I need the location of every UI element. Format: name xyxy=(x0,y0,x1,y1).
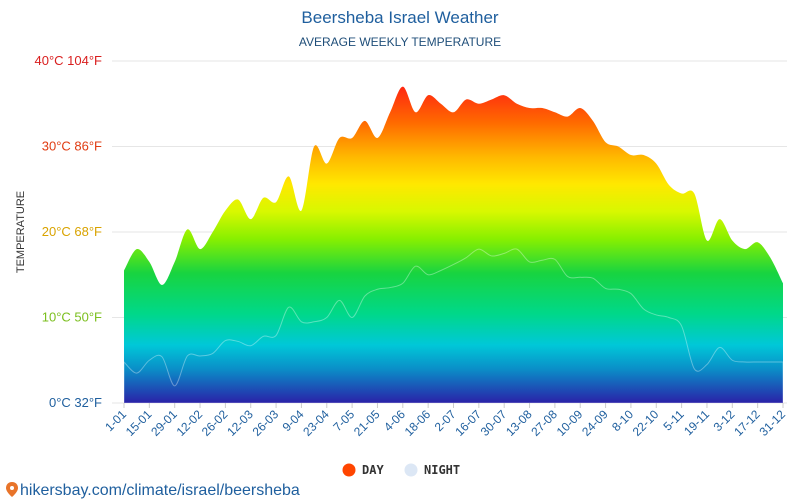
source-link[interactable]: hikersbay.com/climate/israel/beersheba xyxy=(6,482,300,499)
x-tick-label: 30-07 xyxy=(478,407,510,439)
legend-night-label: NIGHT xyxy=(424,463,460,477)
x-tick-label: 15-01 xyxy=(123,407,155,439)
y-tick-label: 10°C 50°F xyxy=(42,310,102,325)
x-tick-label: 22-10 xyxy=(630,407,662,439)
legend-night-dot-icon xyxy=(404,463,418,477)
source-url[interactable]: hikersbay.com/climate/israel/beersheba xyxy=(20,482,300,499)
x-tick-label: 13-08 xyxy=(503,407,535,439)
x-tick-label: 21-05 xyxy=(351,407,383,439)
x-tick-label: 23-04 xyxy=(300,407,332,439)
temperature-areas xyxy=(123,86,784,404)
map-pin-dot xyxy=(10,486,14,490)
x-tick-label: 26-02 xyxy=(199,407,231,439)
x-tick-label: 12-02 xyxy=(174,407,206,439)
y-tick-label: 0°C 32°F xyxy=(49,395,102,410)
x-tick-label: 16-07 xyxy=(452,407,484,439)
x-tick-label: 12-03 xyxy=(224,407,256,439)
chart-subtitle: AVERAGE WEEKLY TEMPERATURE xyxy=(299,35,501,49)
legend-day-dot-icon xyxy=(342,463,356,477)
x-tick-label: 24-09 xyxy=(579,407,611,439)
x-tick-label: 10-09 xyxy=(554,407,586,439)
x-tick-label: 31-12 xyxy=(757,407,789,439)
series-area-night xyxy=(123,248,784,404)
y-axis-label: TEMPERATURE xyxy=(15,191,27,273)
chart-title: Beersheba Israel Weather xyxy=(301,8,499,27)
x-tick-label: 29-01 xyxy=(148,407,180,439)
x-tick-label: 19-11 xyxy=(681,407,712,438)
legend-day-label: DAY xyxy=(362,463,384,477)
x-tick-label: 26-03 xyxy=(250,407,282,439)
x-tick-label: 27-08 xyxy=(528,407,560,439)
x-tick-label: 17-12 xyxy=(731,407,763,439)
x-axis-ticks: 1-0115-0129-0112-0226-0212-0326-039-0423… xyxy=(102,403,788,439)
legend: DAY NIGHT xyxy=(342,463,461,477)
x-tick-label: 18-06 xyxy=(402,407,434,439)
legend-item-night[interactable]: NIGHT xyxy=(404,463,461,477)
y-tick-label: 30°C 86°F xyxy=(42,139,102,154)
y-tick-label: 20°C 68°F xyxy=(42,224,102,239)
y-tick-label: 40°C 104°F xyxy=(35,53,103,68)
y-axis-ticks: 0°C 32°F 10°C 50°F 20°C 68°F 30°C 86°F 40°C … xyxy=(35,53,103,410)
legend-item-day[interactable]: DAY xyxy=(342,463,385,477)
